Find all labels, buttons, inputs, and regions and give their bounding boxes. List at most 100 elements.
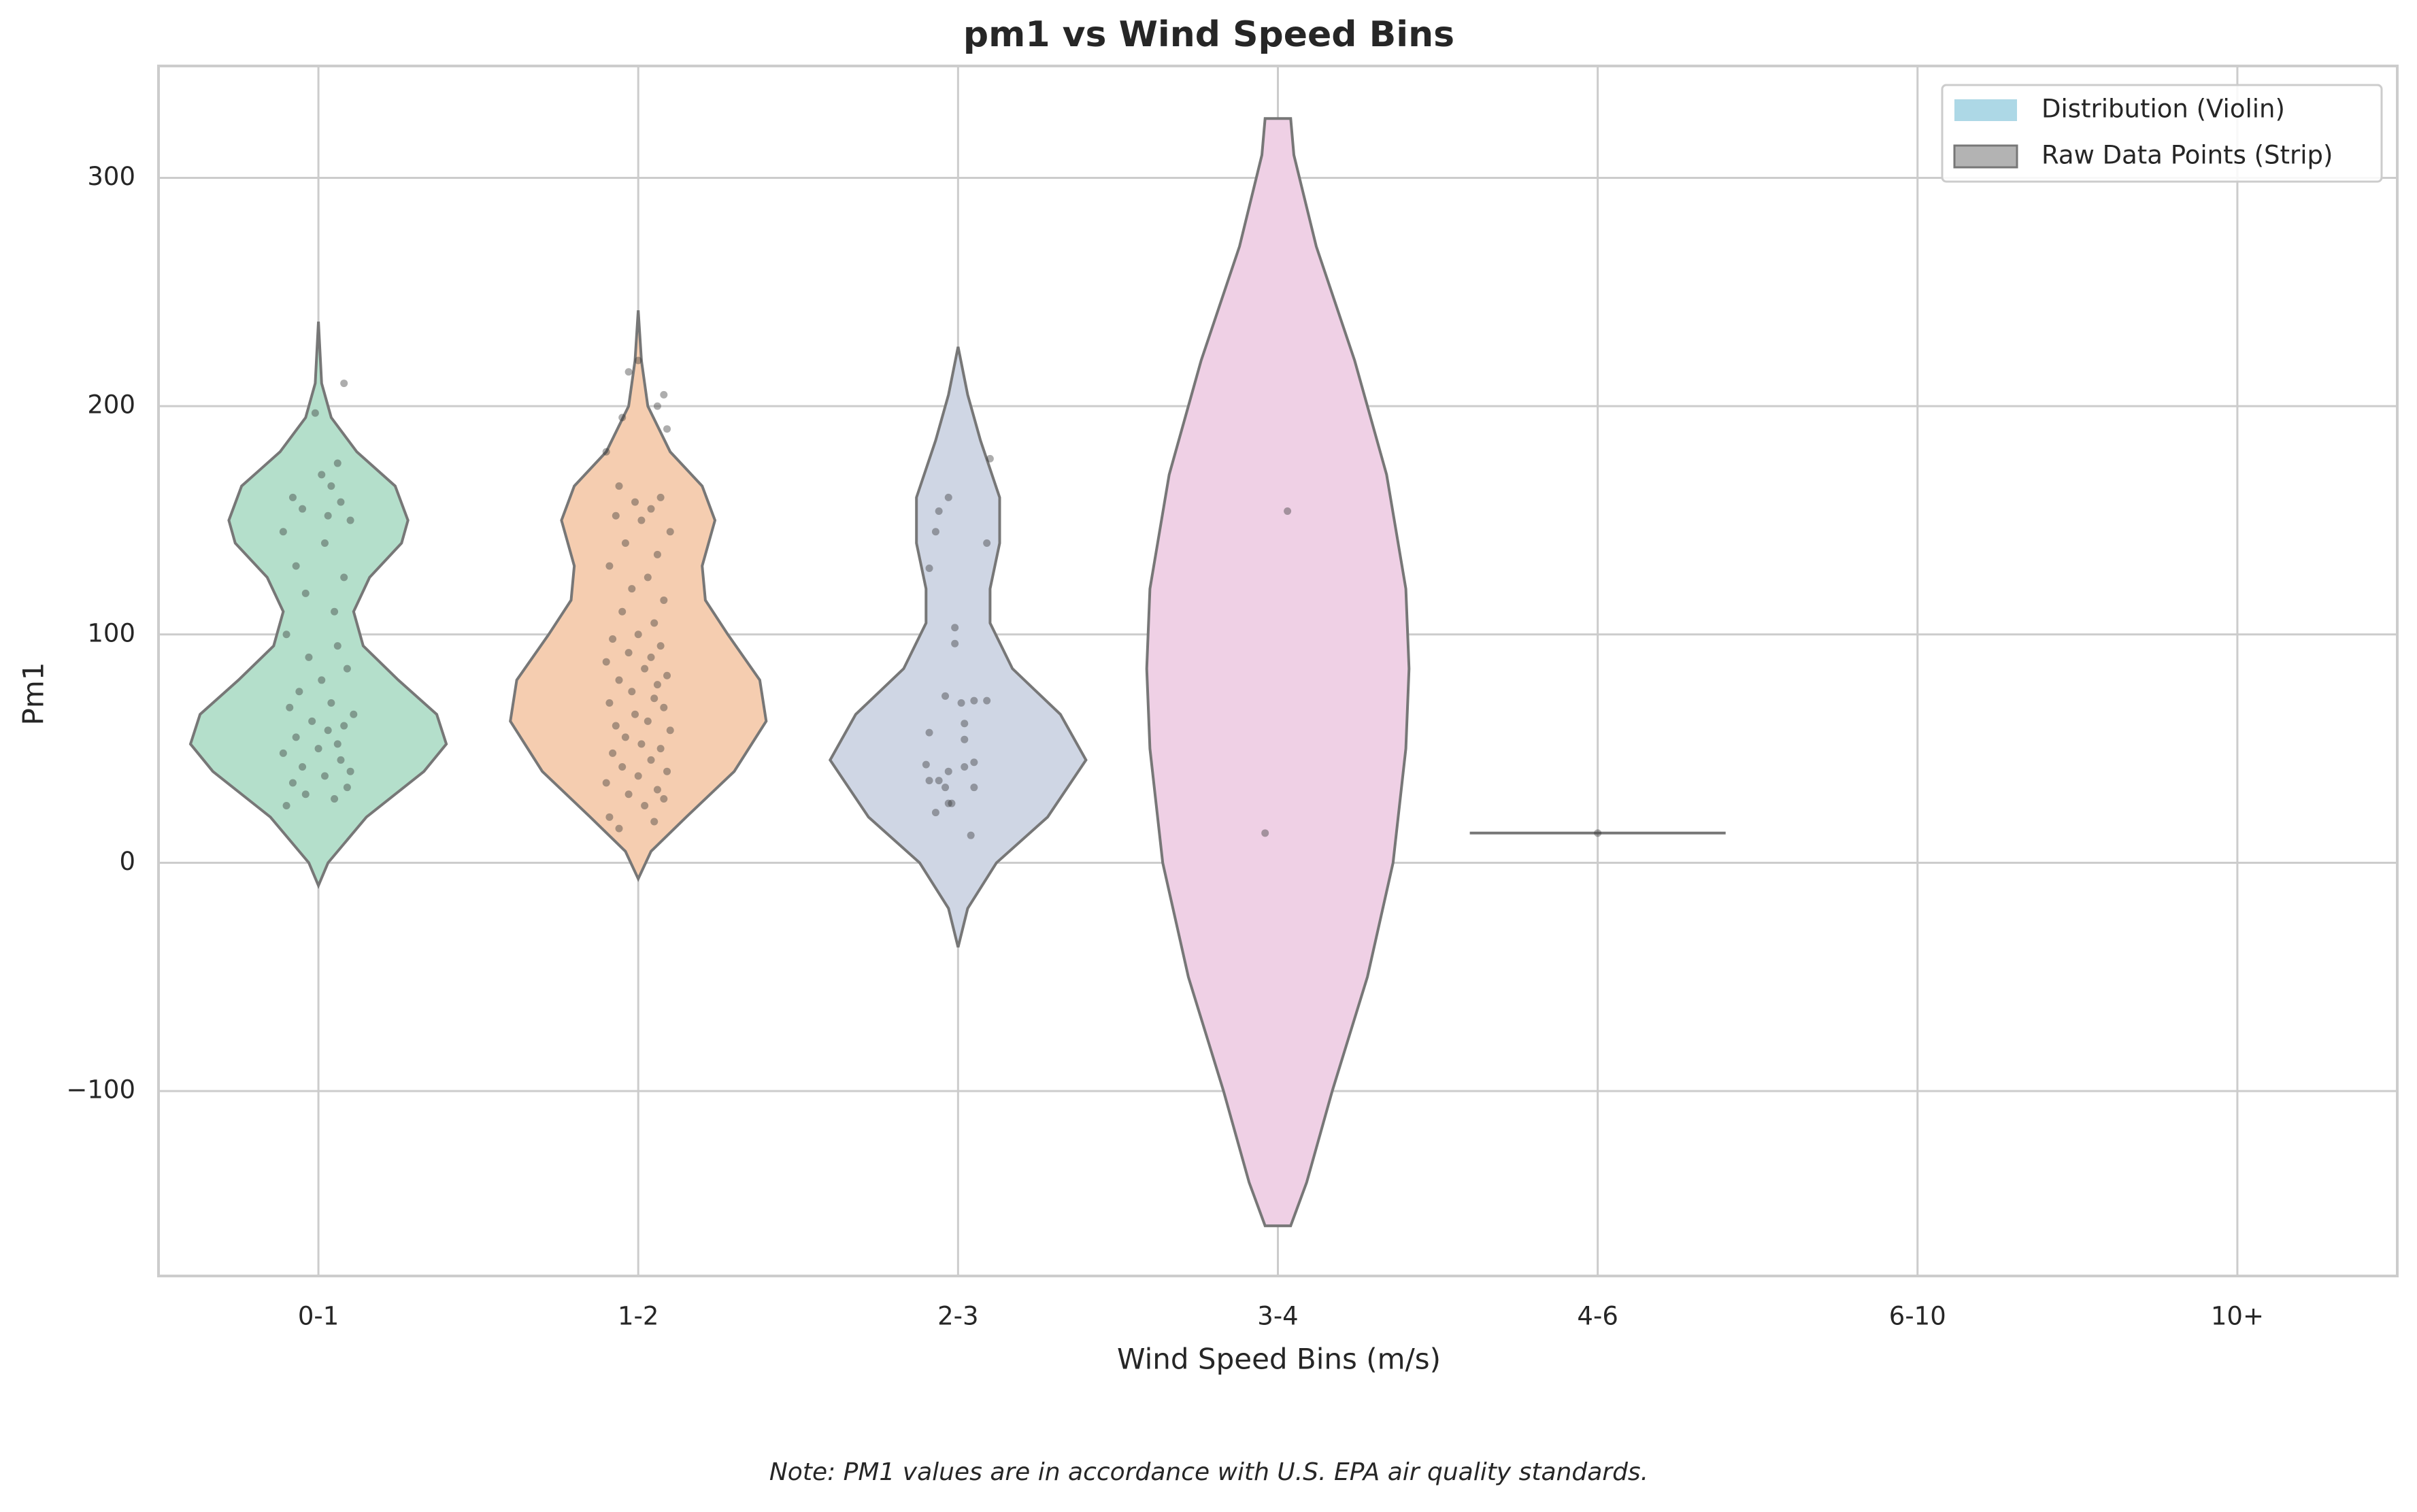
strip-point <box>663 425 671 433</box>
violin <box>188 321 448 890</box>
strip-point <box>292 562 300 570</box>
x-tick-label: 4-6 <box>1577 1302 1618 1331</box>
strip-point <box>941 692 950 700</box>
y-tick-label: 200 <box>87 390 135 420</box>
strip-point <box>605 699 614 707</box>
legend-label: Distribution (Violin) <box>2041 95 2285 124</box>
y-tick-label: 100 <box>87 618 135 648</box>
strip-point <box>983 539 991 548</box>
strip-point <box>624 649 633 657</box>
strip-point <box>663 671 671 679</box>
x-tick-label: 1-2 <box>618 1302 659 1331</box>
strip-point <box>628 585 636 593</box>
strip-point <box>621 539 629 548</box>
strip-point <box>941 784 950 792</box>
strip-point <box>650 818 659 826</box>
strip-point <box>660 596 668 604</box>
strip-point <box>935 777 943 785</box>
strip-point <box>609 635 617 643</box>
strip-point <box>621 733 629 741</box>
strip-point <box>318 676 326 684</box>
strip-point <box>286 703 294 711</box>
strip-point <box>660 390 668 399</box>
strip-point <box>1261 829 1269 837</box>
strip-point <box>337 756 345 764</box>
strip-point <box>631 498 639 506</box>
strip-point <box>299 505 307 513</box>
strip-point <box>602 779 610 787</box>
strip-point <box>644 717 652 725</box>
strip-point <box>948 799 956 807</box>
strip-point <box>650 694 659 703</box>
strip-point <box>653 402 661 410</box>
strip-point <box>935 507 943 516</box>
strip-point <box>970 758 978 767</box>
strip-point <box>605 813 614 821</box>
strip-point <box>944 799 952 807</box>
strip-point <box>308 717 316 725</box>
y-tick-label: −100 <box>66 1075 135 1105</box>
strip-point <box>346 516 354 524</box>
strip-point <box>983 696 991 705</box>
strip-point <box>637 516 646 524</box>
strip-point <box>333 642 341 650</box>
strip-point <box>925 564 933 572</box>
strip-point <box>653 786 661 794</box>
strip-point <box>986 454 994 463</box>
strip-point <box>331 794 339 803</box>
strip-point <box>1594 829 1602 837</box>
strip-point <box>340 573 348 582</box>
strip-point <box>957 699 965 707</box>
strip-point <box>333 740 341 748</box>
strip-point <box>282 802 290 810</box>
strip-point <box>634 356 642 365</box>
strip-point <box>628 688 636 696</box>
strip-point <box>961 720 969 728</box>
strip-point <box>653 550 661 558</box>
strip-point <box>327 482 335 490</box>
strip-point <box>961 735 969 743</box>
strip-point <box>666 726 674 735</box>
strip-point <box>331 607 339 616</box>
strip-point <box>279 528 287 536</box>
strip-point <box>631 710 639 718</box>
strip-point <box>301 589 310 597</box>
strip-point <box>647 505 655 513</box>
strip-point <box>970 696 978 705</box>
strip-point <box>624 368 633 376</box>
strip-point <box>647 756 655 764</box>
strip-point <box>324 511 332 520</box>
strip-point <box>660 794 668 803</box>
strip-point <box>967 831 975 839</box>
strip-point <box>602 658 610 666</box>
strip-point <box>931 809 939 817</box>
strip-point <box>970 784 978 792</box>
strip-point <box>602 448 610 456</box>
strip-point <box>634 631 642 639</box>
violin <box>1145 117 1411 1228</box>
strip-point <box>324 726 332 735</box>
strip-point <box>327 699 335 707</box>
strip-point <box>320 772 329 780</box>
strip-point <box>951 624 959 632</box>
strip-point <box>641 802 649 810</box>
strip-point <box>660 703 668 711</box>
strip-point <box>650 619 659 627</box>
strip-point <box>641 665 649 673</box>
strip-point <box>663 767 671 775</box>
x-tick-label: 10+ <box>2211 1302 2264 1331</box>
strip-point <box>618 607 627 616</box>
y-tick-label: 0 <box>119 847 135 876</box>
strip-point <box>656 493 665 501</box>
plot-frame <box>157 65 2399 1277</box>
strip-point <box>634 772 642 780</box>
strip-point <box>314 745 322 753</box>
strip-point <box>305 653 313 661</box>
strip-point <box>320 539 329 548</box>
x-tick-label: 2-3 <box>937 1302 978 1331</box>
y-tick-label: 300 <box>87 162 135 191</box>
strip-point <box>350 710 358 718</box>
strip-point <box>615 676 623 684</box>
strip-point <box>612 511 620 520</box>
strip-point <box>637 740 646 748</box>
